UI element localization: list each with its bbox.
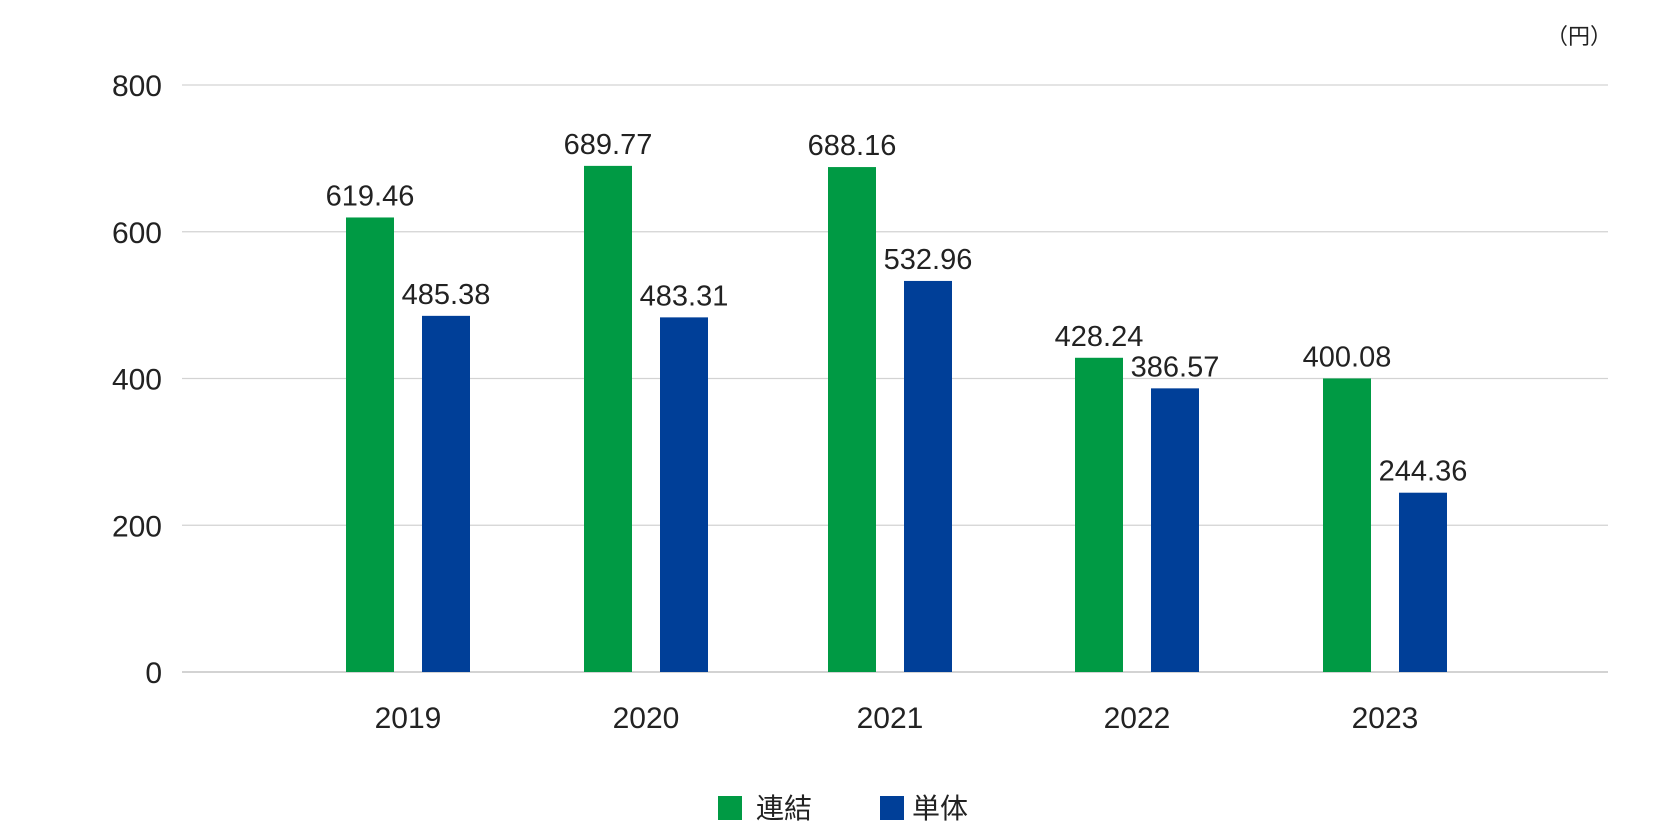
y-tick-label: 800 bbox=[112, 70, 162, 103]
bar-standalone-2021 bbox=[904, 280, 952, 672]
bar-standalone-2019 bbox=[422, 315, 470, 672]
legend-swatch bbox=[880, 796, 904, 820]
y-tick-label: 400 bbox=[112, 364, 162, 397]
data-labels: 619.46 485.38 689.77 483.31 688.16 532.96 428.… bbox=[326, 129, 1468, 488]
bar-standalone-2023 bbox=[1399, 492, 1447, 672]
data-label: 689.77 bbox=[564, 129, 653, 161]
y-tick-label: 0 bbox=[145, 657, 162, 690]
x-tick-label: 2019 bbox=[375, 702, 442, 735]
legend-label: 単体 bbox=[912, 792, 968, 825]
y-axis-tick-labels: 0 200 400 600 800 bbox=[112, 70, 162, 690]
legend-swatch bbox=[718, 796, 742, 820]
x-tick-label: 2023 bbox=[1352, 702, 1419, 735]
data-label: 244.36 bbox=[1379, 456, 1468, 488]
data-label: 428.24 bbox=[1055, 321, 1144, 353]
bars bbox=[346, 165, 1447, 672]
bar-consolidated-2023 bbox=[1323, 378, 1371, 672]
x-tick-label: 2021 bbox=[857, 702, 924, 735]
bar-consolidated-2020 bbox=[584, 165, 632, 672]
legend: 連結 単体 bbox=[718, 792, 968, 825]
x-tick-label: 2020 bbox=[613, 702, 680, 735]
data-label: 483.31 bbox=[640, 280, 729, 312]
data-label: 400.08 bbox=[1303, 341, 1392, 373]
data-label: 619.46 bbox=[326, 180, 415, 212]
bar-consolidated-2019 bbox=[346, 217, 394, 672]
bar-consolidated-2022 bbox=[1075, 357, 1123, 672]
unit-label: （円） bbox=[1546, 25, 1612, 50]
x-tick-label: 2022 bbox=[1104, 702, 1171, 735]
data-label: 485.38 bbox=[402, 279, 491, 311]
y-tick-label: 600 bbox=[112, 217, 162, 250]
data-label: 532.96 bbox=[884, 244, 973, 276]
gridlines bbox=[182, 84, 1608, 673]
x-axis-tick-labels: 2019 2020 2021 2022 2023 bbox=[375, 702, 1419, 735]
bar-consolidated-2021 bbox=[828, 167, 876, 672]
data-label: 688.16 bbox=[808, 130, 897, 162]
bar-standalone-2022 bbox=[1151, 388, 1199, 672]
bar-standalone-2020 bbox=[660, 317, 708, 672]
legend-label: 連結 bbox=[756, 792, 812, 825]
y-tick-label: 200 bbox=[112, 510, 162, 543]
data-label: 386.57 bbox=[1131, 351, 1220, 383]
